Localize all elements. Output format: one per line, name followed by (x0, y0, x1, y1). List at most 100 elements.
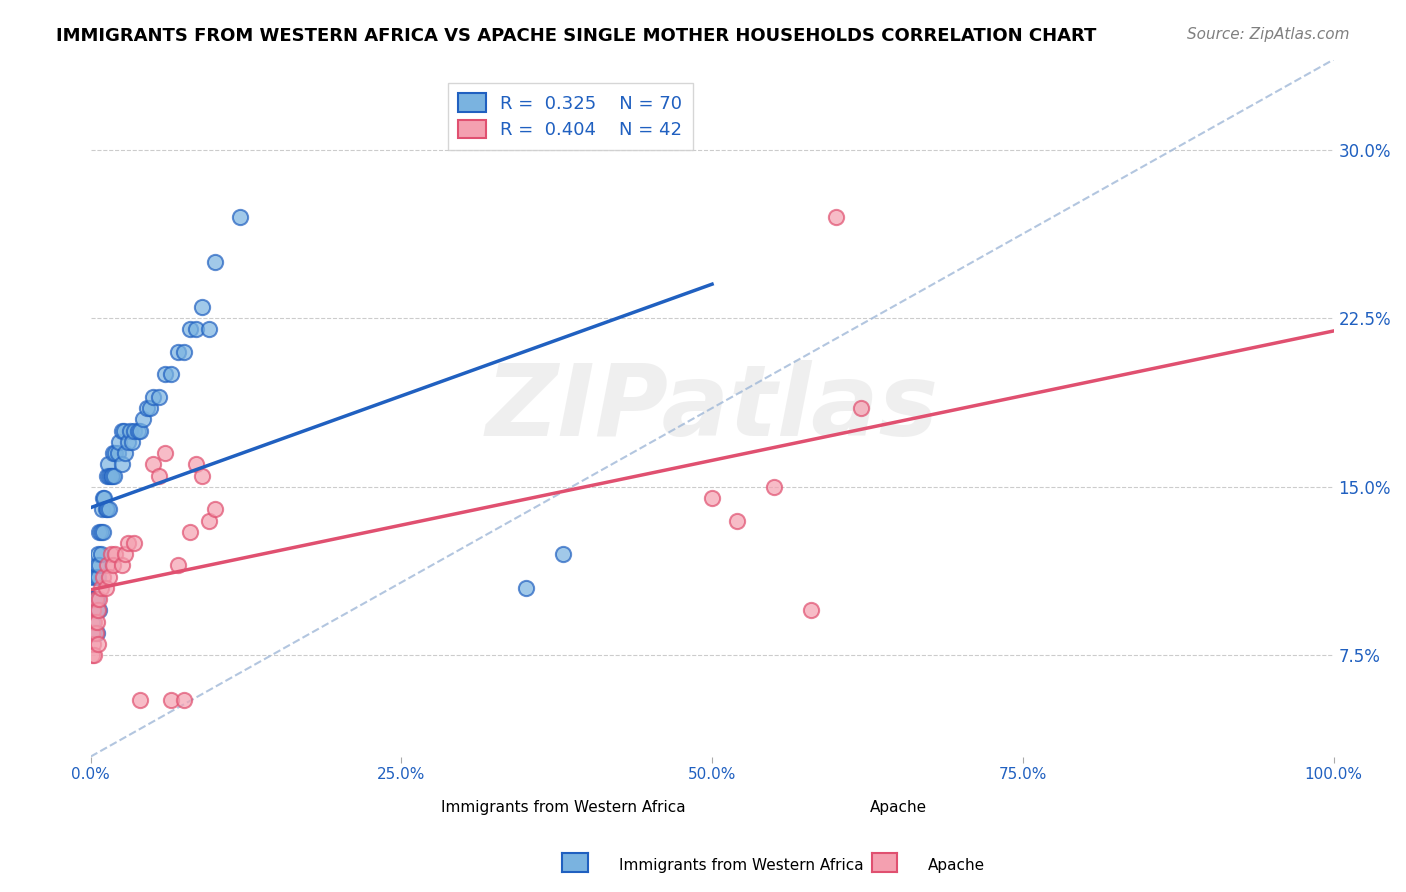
Point (80, 570, 103, 584)
Point (186, 458, 208, 472)
Point (82, 603, 104, 617)
Point (89, 524, 111, 539)
Point (132, 412, 155, 426)
Point (80, 592, 103, 607)
Point (120, 424, 142, 438)
Point (86, 592, 108, 607)
Point (82, 603, 104, 617)
Point (103, 468, 125, 483)
Point (100, 468, 122, 483)
Point (86, 603, 108, 617)
Point (114, 547, 136, 561)
Point (83, 626, 105, 640)
Point (87, 570, 110, 584)
Point (173, 693, 195, 707)
Point (204, 255, 226, 269)
Point (135, 401, 157, 416)
Point (91, 491, 114, 505)
Point (204, 502, 226, 516)
Point (90, 581, 112, 595)
Point (851, 401, 873, 416)
Point (104, 446, 127, 460)
Point (83, 592, 105, 607)
Point (173, 345, 195, 359)
Point (84, 603, 107, 617)
Point (191, 300, 214, 314)
Point (83, 592, 105, 607)
Point (89, 603, 111, 617)
Point (111, 558, 134, 573)
Point (87, 547, 110, 561)
Point (107, 446, 129, 460)
Point (80, 592, 103, 607)
Text: Immigrants from Western Africa: Immigrants from Western Africa (619, 858, 863, 872)
Point (129, 424, 152, 438)
Point (87, 603, 110, 617)
Point (97, 458, 120, 472)
Point (90, 547, 112, 561)
Point (101, 446, 124, 460)
Point (111, 424, 134, 438)
Point (84, 592, 107, 607)
Point (104, 547, 127, 561)
Point (98, 502, 121, 516)
Point (117, 536, 139, 550)
Point (551, 547, 574, 561)
Point (122, 536, 145, 550)
Point (191, 468, 214, 483)
Point (153, 446, 176, 460)
Point (166, 345, 188, 359)
Text: Apache: Apache (928, 858, 986, 872)
Point (197, 514, 219, 528)
Point (229, 210, 252, 224)
Point (129, 693, 152, 707)
Point (80, 626, 103, 640)
Point (82, 626, 104, 640)
Point (825, 210, 848, 224)
Point (80, 626, 103, 640)
Point (83, 603, 105, 617)
Point (84, 626, 107, 640)
Point (96, 502, 118, 516)
Point (91, 524, 114, 539)
Point (87, 637, 110, 651)
Point (114, 446, 136, 460)
Point (166, 558, 188, 573)
Point (80, 615, 103, 629)
Point (186, 322, 208, 336)
Point (112, 424, 135, 438)
Point (122, 424, 145, 438)
Point (800, 603, 823, 617)
Point (142, 458, 165, 472)
Point (82, 592, 104, 607)
Point (86, 615, 108, 629)
Point (160, 693, 183, 707)
Text: ZIPatlas: ZIPatlas (485, 359, 939, 457)
Point (117, 434, 139, 449)
Point (142, 390, 165, 404)
Point (100, 547, 122, 561)
Point (89, 558, 111, 573)
Point (96, 558, 118, 573)
Point (89, 592, 111, 607)
Point (86, 558, 108, 573)
Legend: R =  0.325    N = 70, R =  0.404    N = 42: R = 0.325 N = 70, R = 0.404 N = 42 (447, 83, 693, 150)
Point (80, 648, 103, 663)
Point (98, 570, 121, 584)
Text: IMMIGRANTS FROM WESTERN AFRICA VS APACHE SINGLE MOTHER HOUSEHOLDS CORRELATION CH: IMMIGRANTS FROM WESTERN AFRICA VS APACHE… (56, 27, 1097, 45)
Point (111, 458, 134, 472)
Point (83, 615, 105, 629)
Point (160, 368, 183, 382)
Point (179, 322, 201, 336)
Point (148, 468, 170, 483)
Point (763, 480, 786, 494)
Point (90, 524, 112, 539)
Text: Source: ZipAtlas.com: Source: ZipAtlas.com (1187, 27, 1350, 42)
Point (725, 514, 748, 528)
Point (179, 524, 201, 539)
Point (83, 648, 105, 663)
Point (100, 468, 122, 483)
Point (86, 626, 108, 640)
Point (96, 468, 118, 483)
Point (197, 322, 219, 336)
